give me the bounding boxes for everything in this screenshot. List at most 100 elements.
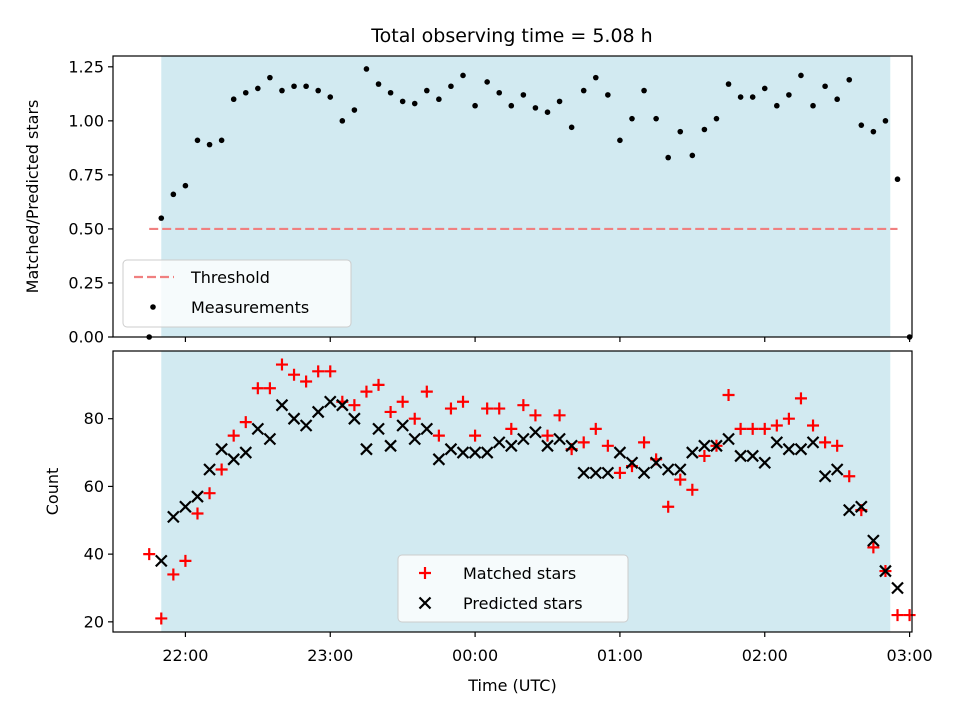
- matched-star-point: [348, 399, 361, 412]
- matched-star-point: [770, 419, 783, 432]
- predicted-star-point: [637, 466, 651, 480]
- measurement-point: [279, 87, 285, 94]
- measurement-point: [315, 87, 321, 94]
- predicted-star-point: [215, 442, 228, 456]
- predicted-star-point: [239, 446, 253, 459]
- predicted-star-point: [613, 446, 627, 459]
- measurement-point: [436, 96, 442, 103]
- matched-star-point: [360, 385, 373, 398]
- predicted-star-point: [686, 446, 699, 459]
- measurement-point: [592, 74, 599, 81]
- measurement-point: [158, 215, 165, 221]
- matched-star-point: [758, 422, 771, 435]
- predicted-star-point: [251, 422, 265, 436]
- predicted-star-point: [806, 436, 820, 449]
- predicted-star-point: [625, 456, 639, 470]
- predicted-star-point: [505, 439, 518, 453]
- predicted-star-point: [275, 398, 289, 412]
- matched-star-point: [891, 609, 904, 622]
- legend-measurement-swatch: [150, 304, 156, 310]
- measurement-point: [206, 141, 213, 148]
- measurement-point: [520, 92, 527, 98]
- measurement-point: [737, 94, 744, 100]
- matched-star-point: [867, 541, 880, 554]
- measurement-point: [617, 137, 623, 144]
- legend-predicted-label: Predicted stars: [463, 594, 583, 613]
- legend-predicted-swatch: [418, 596, 432, 610]
- matched-star-point: [493, 402, 506, 415]
- predicted-star-point: [372, 422, 385, 436]
- predicted-star-point: [589, 466, 603, 480]
- measurement-point: [496, 89, 503, 96]
- predicted-star-point: [287, 412, 301, 425]
- measurement-point: [677, 128, 684, 135]
- measurement-point: [882, 118, 889, 124]
- matched-star-point: [396, 395, 409, 408]
- predicted-star-point: [311, 405, 325, 419]
- matched-star-point: [807, 419, 820, 432]
- measurement-point: [761, 85, 768, 92]
- measurement-point: [689, 152, 696, 159]
- y-tick-label: 1.25: [68, 57, 104, 76]
- matched-star-point: [589, 422, 602, 435]
- matched-star-point: [469, 429, 482, 442]
- matched-star-point: [903, 609, 916, 622]
- y-axis-label: Count: [43, 468, 62, 516]
- matched-star-point: [227, 429, 240, 442]
- x-tick-label: 02:00: [742, 646, 788, 665]
- measurement-point: [460, 72, 466, 79]
- matched-star-point: [662, 500, 675, 513]
- measurement-point: [532, 105, 539, 111]
- predicted-star-point: [867, 534, 880, 547]
- predicted-star-point: [191, 490, 204, 503]
- predicted-star-point: [734, 449, 747, 463]
- legend-measurement-label: Measurements: [191, 298, 309, 317]
- matched-star-point: [638, 436, 651, 449]
- x-tick-label: 00:00: [452, 646, 498, 665]
- predicted-star-point: [879, 564, 892, 578]
- measurement-point: [448, 83, 454, 90]
- measurement-point: [665, 154, 671, 161]
- matched-star-point: [601, 439, 614, 452]
- matched-star-point: [215, 463, 228, 476]
- legend-threshold-label: Threshold: [190, 268, 270, 287]
- measurement-point: [339, 118, 346, 124]
- predicted-star-point: [432, 453, 446, 466]
- matched-star-point: [275, 358, 288, 371]
- measurement-point: [798, 72, 804, 79]
- measurement-point: [351, 107, 358, 113]
- predicted-star-point: [408, 432, 422, 446]
- measurement-point: [267, 74, 273, 81]
- matched-star-point: [782, 412, 795, 425]
- measurement-point: [472, 102, 478, 109]
- predicted-star-point: [492, 436, 506, 449]
- y-tick-label: 20: [84, 612, 104, 631]
- y-tick-label: 0.25: [68, 273, 104, 292]
- matched-star-point: [819, 436, 832, 449]
- matched-star-point: [288, 368, 301, 381]
- measurement-point: [182, 182, 189, 189]
- matched-star-point: [432, 429, 445, 442]
- predicted-star-point: [601, 466, 615, 480]
- legend-matched-label: Matched stars: [463, 564, 576, 583]
- predicted-star-point: [855, 500, 868, 514]
- y-tick-label: 40: [84, 545, 104, 564]
- measurement-point: [749, 94, 756, 100]
- matched-star-point: [372, 378, 385, 391]
- measurement-point: [653, 115, 659, 122]
- predicted-star-point: [746, 449, 759, 463]
- legend: Matched stars Predicted stars: [397, 554, 629, 623]
- x-tick-label: 03:00: [887, 646, 933, 665]
- measurement-point: [870, 128, 877, 135]
- axes-frame: [112, 55, 913, 338]
- predicted-star-point: [673, 463, 687, 476]
- matched-star-point: [843, 470, 856, 483]
- matched-star-point: [179, 554, 192, 567]
- matched-star-point: [553, 409, 566, 422]
- predicted-star-point: [444, 442, 458, 456]
- legend-box: [122, 259, 352, 328]
- measurement-point: [834, 96, 840, 103]
- predicted-star-point: [649, 456, 663, 470]
- predicted-star-point: [517, 432, 530, 446]
